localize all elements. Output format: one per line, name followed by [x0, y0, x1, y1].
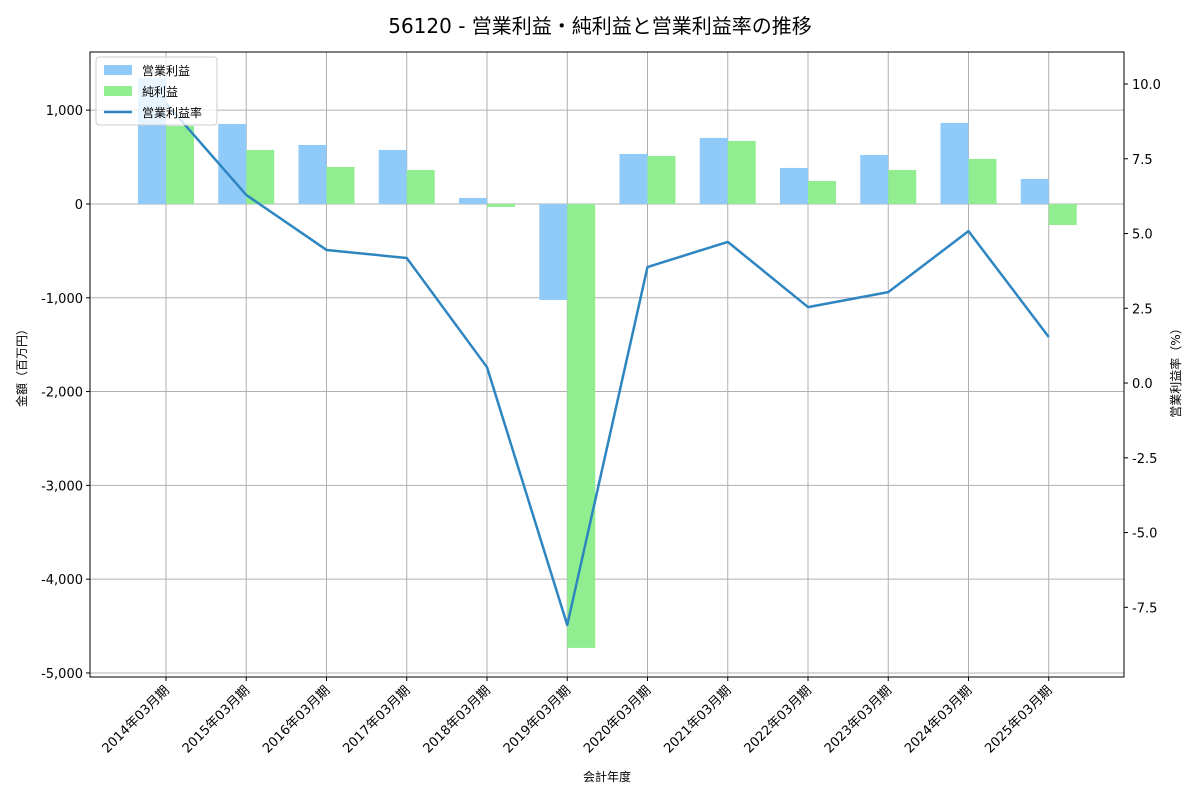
bar-net-profit: [1048, 203, 1077, 225]
y2-axis-label: 営業利益率（%）: [1168, 322, 1183, 417]
y2-tick-label: 7.5: [1132, 153, 1153, 168]
y-tick-label: 1,000: [46, 104, 83, 119]
bar-operating-profit: [619, 153, 648, 204]
right-y-axis: 10.0 7.5 5.0 2.5 0.0 -2.5 -5.0 -7.5: [1124, 78, 1161, 616]
x-tick-label: 2021年03月期: [661, 683, 734, 756]
bar-net-profit: [567, 203, 596, 648]
y-axis-label: 金額（百万円）: [14, 323, 29, 407]
x-tick-label: 2022年03月期: [742, 683, 815, 756]
x-tick-label: 2015年03月期: [180, 683, 253, 756]
bar-net-profit: [246, 149, 275, 204]
bar-operating-profit: [699, 137, 728, 204]
bar-operating-profit: [860, 154, 889, 204]
legend-label-margin: 営業利益率: [142, 105, 202, 120]
line-operating-margin: [165, 102, 1050, 627]
x-tick-label: 2014年03月期: [100, 683, 173, 756]
y2-tick-label: 0.0: [1132, 377, 1153, 392]
y2-tick-label: 2.5: [1132, 302, 1153, 317]
plot-frame: [89, 51, 1125, 678]
bar-operating-profit: [459, 197, 487, 204]
bar-operating-profit: [780, 167, 808, 204]
y2-tick-label: 10.0: [1132, 78, 1161, 93]
x-tick-label: 2018年03月期: [421, 683, 494, 756]
y2-tick-label: -5.0: [1132, 527, 1157, 542]
x-tick-label: 2023年03月期: [822, 683, 895, 756]
bar-net-profit: [888, 170, 917, 204]
bar-operating-profit: [539, 203, 568, 300]
legend-swatch-net-profit: [104, 86, 132, 96]
bar-net-profit: [487, 203, 515, 207]
bar-net-profit: [326, 167, 355, 204]
legend-swatch-operating-profit: [104, 65, 132, 75]
bar-net-profit: [727, 140, 756, 204]
y2-tick-label: -7.5: [1132, 601, 1157, 616]
bar-operating-profit: [940, 122, 969, 204]
y-tick-label: 0: [75, 198, 83, 213]
legend-label-net-profit: 純利益: [142, 85, 178, 99]
bar-net-profit: [968, 158, 997, 204]
bar-net-profit: [647, 155, 676, 204]
x-axis-label: 会計年度: [583, 769, 631, 784]
bar-net-profit: [166, 125, 194, 204]
left-y-axis: 1,000 0 -1,000 -2,000 -3,000 -4,000 -5,000: [41, 104, 90, 682]
bar-operating-profit: [1020, 178, 1049, 204]
x-tick-label: 2025年03月期: [982, 683, 1055, 756]
line-series: [165, 102, 1050, 627]
bar-net-profit: [808, 180, 836, 204]
x-tick-label: 2017年03月期: [340, 683, 413, 756]
x-tick-label: 2019年03月期: [501, 683, 574, 756]
legend: 営業利益 純利益 営業利益率: [95, 56, 218, 126]
y-tick-label: -1,000: [41, 292, 83, 307]
y-tick-label: -4,000: [41, 573, 83, 588]
bar-operating-profit: [298, 144, 327, 204]
x-tick-label: 2016年03月期: [260, 683, 333, 756]
x-axis: 2014年03月期 2015年03月期 2016年03月期 2017年03月期 2018…: [100, 677, 1056, 757]
x-tick-label: 2020年03月期: [581, 683, 654, 756]
y-tick-label: -5,000: [41, 667, 83, 682]
legend-label-operating-profit: 営業利益: [142, 64, 190, 78]
bar-operating-profit: [378, 149, 407, 204]
bar-series: [138, 78, 1077, 648]
x-tick-label: 2024年03月期: [902, 683, 975, 756]
y-tick-label: -3,000: [41, 479, 83, 494]
chart-title: 56120 - 営業利益・純利益と営業利益率の推移: [388, 14, 812, 38]
y2-tick-label: 5.0: [1132, 228, 1153, 243]
y2-tick-label: -2.5: [1132, 452, 1157, 467]
bar-net-profit: [406, 170, 435, 204]
y-tick-label: -2,000: [41, 386, 83, 401]
